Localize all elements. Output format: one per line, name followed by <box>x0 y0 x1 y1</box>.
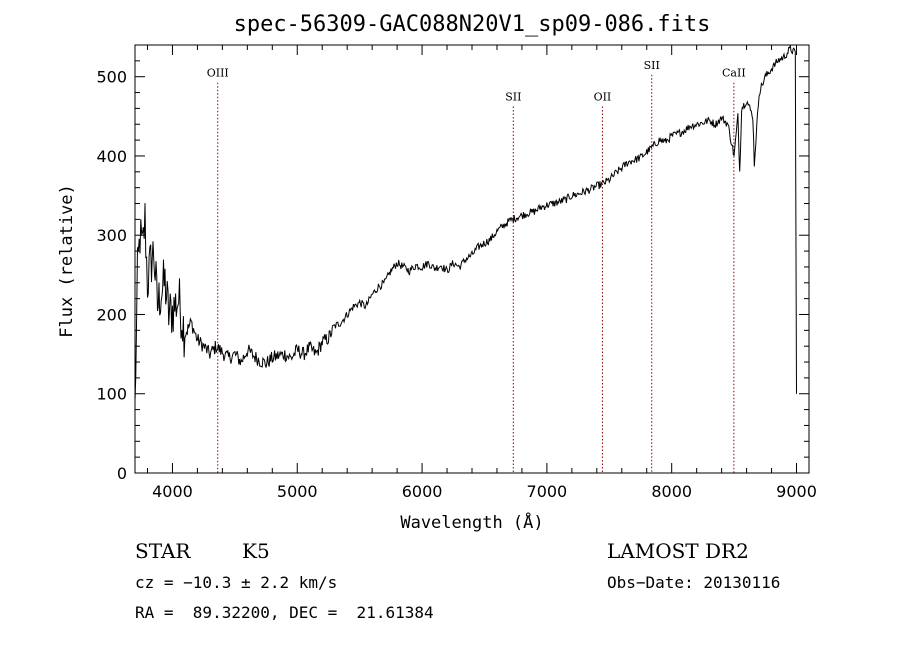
y-tick-label: 100 <box>96 385 127 404</box>
sky-coordinates: RA = 89.32200, DEC = 21.61384 <box>135 603 434 622</box>
y-tick-label: 400 <box>96 147 127 166</box>
survey-name: LAMOST DR2 <box>607 539 749 563</box>
x-tick-label: 9000 <box>776 482 817 501</box>
object-class: STAR <box>135 539 191 563</box>
x-tick-label: 8000 <box>651 482 692 501</box>
spectral-line-label: OII <box>594 90 612 103</box>
x-tick-label: 6000 <box>402 482 443 501</box>
spectral-line-label: SII <box>644 59 660 72</box>
spectral-line-label: CaII <box>722 67 746 80</box>
x-tick-label: 7000 <box>527 482 568 501</box>
x-axis-label: Wavelength (Å) <box>400 511 543 533</box>
observation-date: Obs−Date: 20130116 <box>607 573 781 592</box>
y-tick-label: 300 <box>96 226 127 245</box>
spectral-line-label: SII <box>505 90 521 103</box>
redshift-cz: cz = −10.3 ± 2.2 km/s <box>135 573 338 592</box>
x-tick-label: 5000 <box>277 482 318 501</box>
chart-title: spec-56309-GAC088N20V1_sp09-086.fits <box>234 12 711 37</box>
spectrum-line <box>134 45 797 402</box>
y-tick-label: 500 <box>96 68 127 87</box>
spectral-line-label: OIII <box>207 67 229 80</box>
plot-frame <box>134 44 810 474</box>
y-axis-label: Flux (relative) <box>57 184 77 338</box>
y-tick-label: 200 <box>96 305 127 324</box>
y-tick-label: 0 <box>117 464 127 483</box>
object-subclass: K5 <box>242 539 270 563</box>
x-tick-label: 4000 <box>152 482 193 501</box>
